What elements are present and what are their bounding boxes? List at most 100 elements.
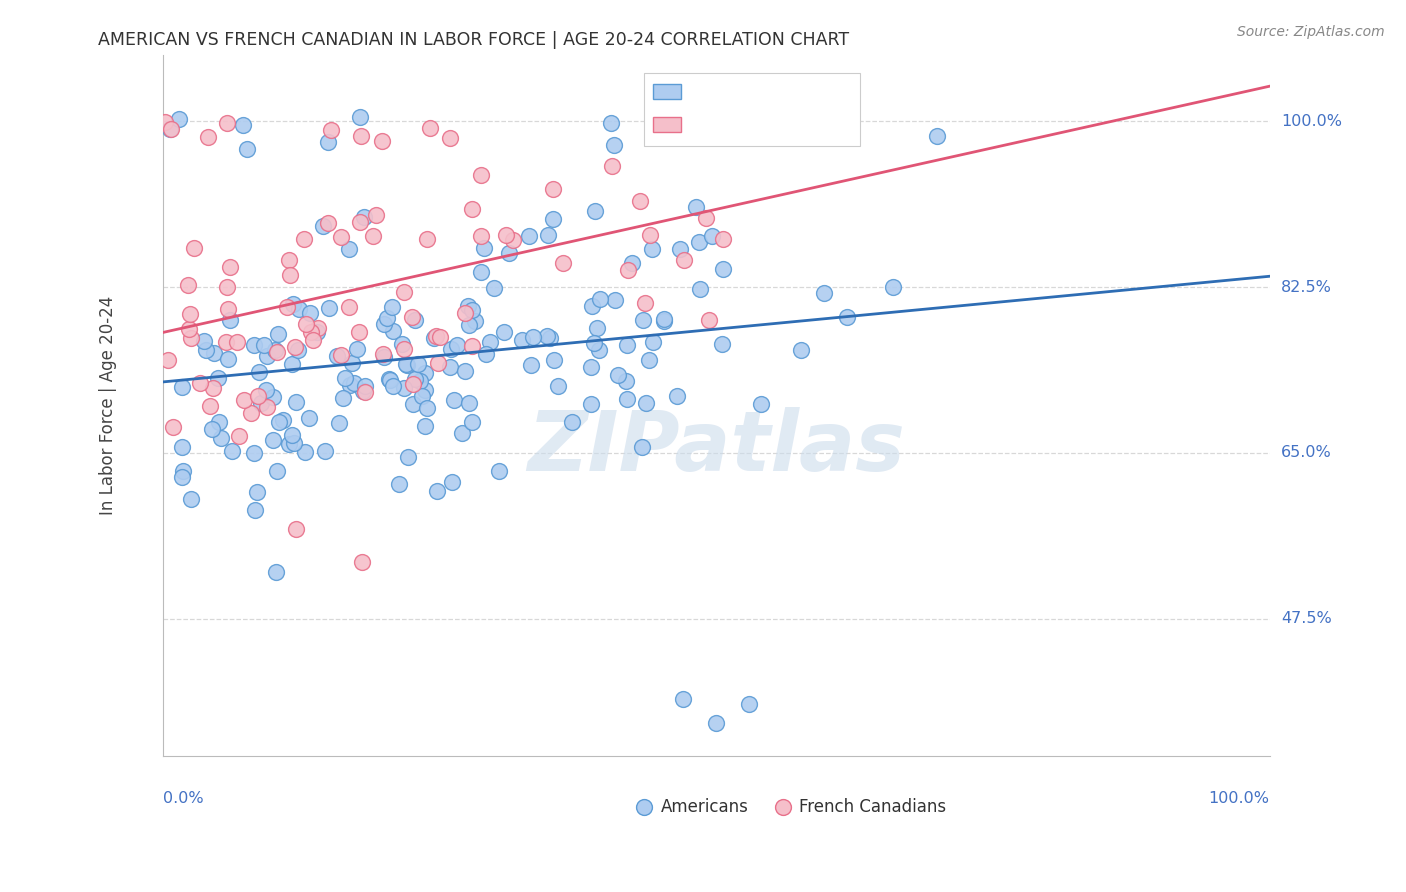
Point <box>536 329 558 343</box>
Point <box>208 415 231 429</box>
Point <box>634 296 657 310</box>
Point <box>392 381 415 395</box>
Point <box>281 297 304 311</box>
Point <box>520 358 543 372</box>
Point <box>426 483 449 498</box>
Point <box>281 428 304 442</box>
Point <box>361 229 384 244</box>
Point <box>277 436 299 450</box>
Point <box>159 121 181 136</box>
Point <box>167 112 190 126</box>
Point <box>262 390 284 404</box>
Point <box>404 313 426 327</box>
Point <box>665 389 688 403</box>
Point <box>337 242 360 256</box>
Point <box>273 413 295 427</box>
Point <box>461 302 484 317</box>
Point <box>371 347 394 361</box>
Point <box>264 565 287 579</box>
Text: 100.0%: 100.0% <box>1281 114 1341 129</box>
Point <box>450 425 472 440</box>
Point <box>616 263 638 277</box>
Point <box>346 342 368 356</box>
Point <box>640 227 662 242</box>
Point <box>457 318 479 332</box>
Point <box>464 314 486 328</box>
Point <box>413 384 436 398</box>
Point <box>543 182 565 196</box>
Point <box>541 212 564 227</box>
Point <box>307 321 329 335</box>
Point <box>179 322 201 336</box>
Point <box>352 384 374 399</box>
Point <box>250 396 273 410</box>
Point <box>461 339 484 353</box>
Point <box>589 292 612 306</box>
Point <box>628 194 651 208</box>
Point <box>616 392 638 407</box>
Point <box>382 378 405 392</box>
Point <box>446 338 468 352</box>
Point <box>882 280 904 294</box>
Point <box>498 246 520 260</box>
Point <box>292 231 315 245</box>
Text: 47.5%: 47.5% <box>1281 611 1331 626</box>
Point <box>219 312 242 326</box>
Point <box>581 397 603 411</box>
Point <box>215 116 238 130</box>
Point <box>243 446 266 460</box>
Point <box>652 314 675 328</box>
Point <box>388 477 411 491</box>
Point <box>215 334 238 349</box>
Point <box>443 393 465 408</box>
Text: French Canadians: French Canadians <box>799 797 946 815</box>
Point <box>318 301 340 315</box>
Point <box>581 359 603 374</box>
Point <box>482 281 505 295</box>
Point <box>225 334 247 349</box>
Point <box>232 119 254 133</box>
Point <box>218 302 240 317</box>
Point <box>278 268 301 282</box>
Point <box>217 351 239 366</box>
Point <box>328 416 350 430</box>
Point <box>461 415 484 429</box>
Point <box>458 396 481 410</box>
Point <box>162 420 184 434</box>
Point <box>583 336 606 351</box>
Point <box>373 318 395 332</box>
FancyBboxPatch shape <box>644 72 860 146</box>
Point <box>378 372 401 386</box>
Point <box>402 397 425 411</box>
Point <box>180 492 202 507</box>
Point <box>381 300 404 314</box>
Point <box>711 337 734 351</box>
Point <box>294 445 316 459</box>
Point <box>294 317 316 331</box>
Point <box>406 357 429 371</box>
Point <box>349 110 371 124</box>
Point <box>391 337 413 351</box>
Point <box>349 215 371 229</box>
Point <box>245 503 267 517</box>
Point <box>170 470 193 484</box>
Point <box>298 411 321 425</box>
Point <box>287 343 309 357</box>
Point <box>439 342 461 356</box>
Point <box>394 285 416 299</box>
Point <box>457 299 479 313</box>
Point <box>264 343 287 358</box>
Point <box>283 436 305 450</box>
Point <box>630 440 652 454</box>
Point <box>585 320 607 334</box>
Point <box>416 401 439 416</box>
Point <box>588 343 610 357</box>
Point <box>925 128 948 143</box>
Point <box>454 306 477 320</box>
Point <box>425 329 447 343</box>
Point <box>247 365 270 379</box>
Point <box>180 330 202 344</box>
Point <box>330 348 353 362</box>
Point <box>415 232 437 246</box>
Point <box>380 373 402 387</box>
